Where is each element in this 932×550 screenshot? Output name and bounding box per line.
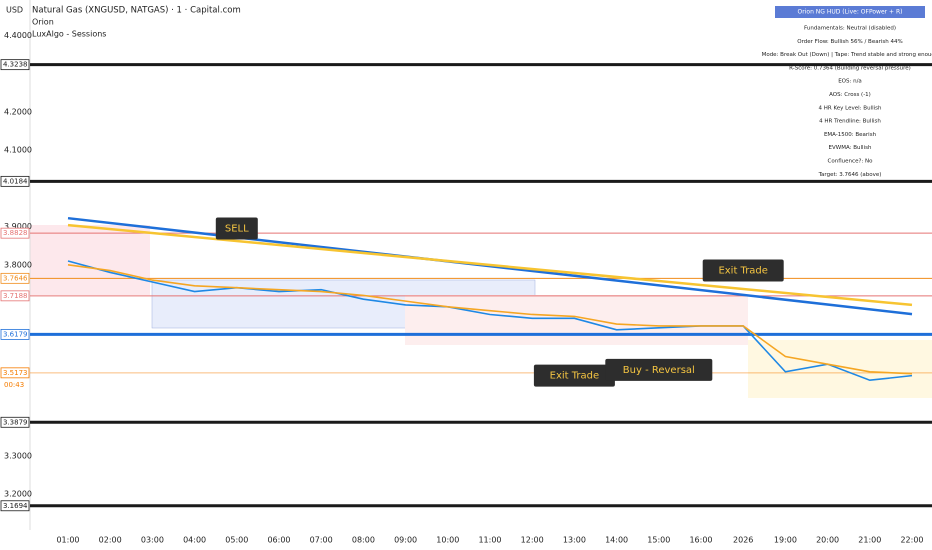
level-label-box [0,272,30,284]
price-line [67,260,913,382]
trendline [67,223,913,307]
level-label: 3.1694 [3,502,28,510]
y-tick-label: 4.4000 [4,31,32,40]
y-tick-label: 3.8000 [4,260,32,269]
level-label: 3.8828 [3,229,28,237]
annotation-box [533,364,615,387]
hud-line: 4 HR Trendline: Bullish [819,119,881,125]
annotation-box [215,217,258,240]
level-label-box [0,227,30,239]
x-tick-label: 21:00 [858,536,881,545]
y-tick-label: 4.2000 [4,107,32,116]
indicator: LuxAlgo - Sessions [32,30,106,39]
hud-header [775,6,925,18]
x-tick-label: 12:00 [521,536,544,545]
level-label-box [0,416,30,428]
level-label-box [0,367,30,379]
x-tick-label: 14:00 [605,536,628,545]
x-tick-label: 13:00 [563,536,586,545]
hud-line: EVWMA: Bullish [829,145,872,151]
x-tick-label: 16:00 [689,536,712,545]
level-label-box [0,175,30,187]
y-tick-label: 3.3000 [4,451,32,460]
hud-line: Mode: Break Out (Down) | Tape: Trend sta… [762,52,932,58]
level-label: 3.7188 [3,292,28,300]
level-label-box [0,500,30,512]
x-tick-label: 22:00 [900,536,923,545]
session-box [405,295,748,345]
annotation-box [605,358,713,381]
chart-title: Natural Gas (XNGUSD, NATGAS) · 1 · Capit… [32,6,241,16]
level-label: 4.0184 [3,177,28,185]
x-tick-label: 20:00 [816,536,839,545]
x-tick-label: 15:00 [647,536,670,545]
x-tick-label: 05:00 [225,536,248,545]
level-label-box [0,290,30,302]
annotation: Buy - Reversal [623,365,695,376]
indicator: Orion [32,18,54,27]
annotation: Exit Trade [718,266,768,277]
y-tick-label: 4.1000 [4,146,32,155]
currency: USD [6,6,23,15]
level-label: 3.3879 [3,418,28,426]
x-tick-label: 07:00 [310,536,333,545]
x-tick-label: 04:00 [183,536,206,545]
x-tick-label: 01:00 [56,536,79,545]
y-tick-label: 3.9000 [4,222,32,231]
level-label: 3.7646 [3,274,28,282]
level-label: 3.5173 [3,369,28,377]
hud-line: Fundamentals: Neutral (disabled) [804,26,896,32]
hud-line: EMA-1500: Bearish [824,132,877,138]
annotation: Exit Trade [550,371,600,382]
x-tick-label: 03:00 [141,536,164,545]
x-tick-label: 11:00 [478,536,501,545]
annotation: SELL [225,224,249,235]
y-tick-label: 3.2000 [4,490,32,499]
price-line [67,264,913,375]
hud-line: R-Score: 0.7364 (Building reversal press… [789,65,911,71]
hud-line: Confluence?: No [828,159,874,165]
countdown: 00:43 [4,381,24,389]
session-box [30,225,150,295]
x-tick-label: 10:00 [436,536,459,545]
hud-title: Orion NG HUD (Live: OFPower + R) [798,9,903,16]
annotation-box [702,259,784,282]
hud-line: Order Flow: Bullish 56% / Bearish 44% [797,39,902,45]
x-tick-label: 09:00 [394,536,417,545]
level-label-box [0,328,30,340]
hud-line: 4 HR Key Level: Bullish [819,105,883,111]
hud-line: Target: 3.7646 (above) [818,172,882,178]
level-label: 3.6179 [3,330,28,338]
level-label: 4.3238 [3,61,28,69]
hud-line: AOS: Cross (-1) [829,92,871,98]
x-tick-label: 19:00 [774,536,797,545]
level-label-box [0,59,30,71]
hud-line: EOS: n/a [838,79,862,85]
x-tick-label: 06:00 [267,536,290,545]
x-tick-label: 2026 [733,536,753,545]
x-tick-label: 08:00 [352,536,375,545]
x-tick-label: 02:00 [99,536,122,545]
